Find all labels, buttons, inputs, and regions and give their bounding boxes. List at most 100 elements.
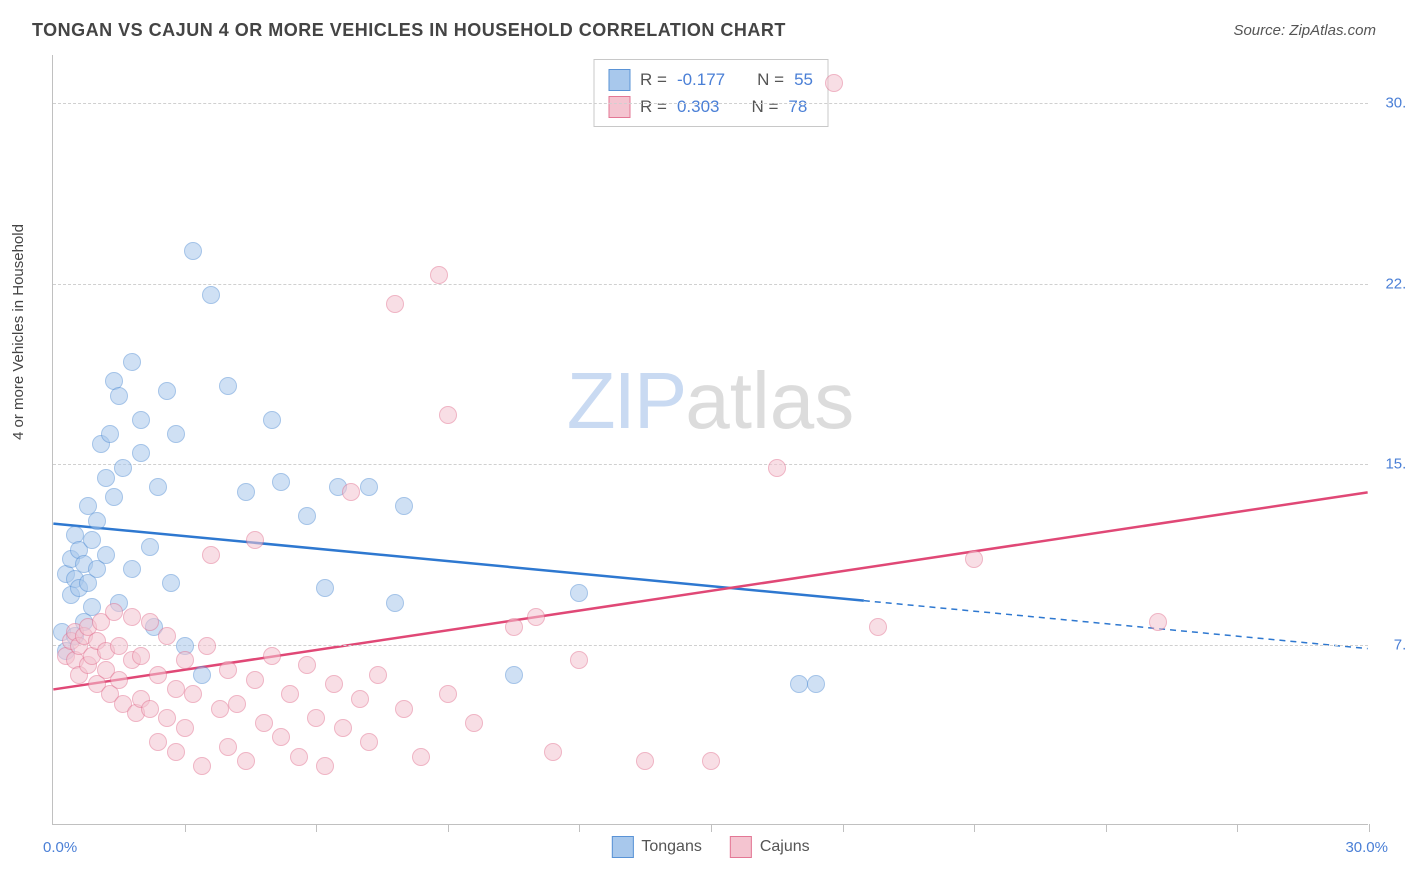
scatter-point xyxy=(149,733,167,751)
scatter-point xyxy=(141,613,159,631)
scatter-point xyxy=(386,594,404,612)
legend-r-label: R = xyxy=(640,66,667,93)
legend-swatch xyxy=(730,836,752,858)
legend-row: R =0.303N =78 xyxy=(608,93,813,120)
gridline xyxy=(53,645,1368,646)
legend-n-label: N = xyxy=(757,66,784,93)
scatter-point xyxy=(334,719,352,737)
legend-swatch xyxy=(608,69,630,91)
scatter-point xyxy=(158,382,176,400)
x-tick xyxy=(974,824,975,832)
scatter-point xyxy=(193,757,211,775)
scatter-point xyxy=(505,666,523,684)
scatter-point xyxy=(110,637,128,655)
scatter-point xyxy=(123,560,141,578)
x-tick xyxy=(185,824,186,832)
scatter-point xyxy=(123,608,141,626)
scatter-point xyxy=(101,425,119,443)
scatter-point xyxy=(316,579,334,597)
scatter-point xyxy=(807,675,825,693)
scatter-point xyxy=(219,661,237,679)
legend-item: Tongans xyxy=(611,836,702,858)
scatter-point xyxy=(825,74,843,92)
scatter-point xyxy=(184,685,202,703)
x-tick xyxy=(579,824,580,832)
gridline xyxy=(53,464,1368,465)
scatter-point xyxy=(290,748,308,766)
scatter-point xyxy=(149,666,167,684)
scatter-point xyxy=(198,637,216,655)
scatter-point xyxy=(219,738,237,756)
scatter-point xyxy=(193,666,211,684)
scatter-point xyxy=(325,675,343,693)
scatter-point xyxy=(395,497,413,515)
scatter-point xyxy=(395,700,413,718)
scatter-point xyxy=(149,478,167,496)
scatter-point xyxy=(298,656,316,674)
scatter-point xyxy=(184,242,202,260)
scatter-point xyxy=(123,353,141,371)
scatter-point xyxy=(167,425,185,443)
scatter-point xyxy=(351,690,369,708)
legend-r-label: R = xyxy=(640,93,667,120)
scatter-point xyxy=(316,757,334,775)
legend-swatch xyxy=(608,96,630,118)
y-tick-label: 30.0% xyxy=(1385,95,1406,112)
chart-plot-area: ZIPatlas R =-0.177N =55R =0.303N =78 0.0… xyxy=(52,55,1368,825)
scatter-point xyxy=(167,743,185,761)
y-tick-label: 15.0% xyxy=(1385,456,1406,473)
legend-label: Tongans xyxy=(641,838,702,856)
scatter-point xyxy=(246,531,264,549)
legend-swatch xyxy=(611,836,633,858)
trend-line-extrapolated xyxy=(864,601,1368,649)
legend-n-label: N = xyxy=(751,93,778,120)
legend-row: R =-0.177N =55 xyxy=(608,66,813,93)
legend-n-value: 78 xyxy=(788,93,807,120)
scatter-point xyxy=(965,550,983,568)
scatter-point xyxy=(176,719,194,737)
scatter-point xyxy=(132,411,150,429)
scatter-point xyxy=(439,406,457,424)
scatter-point xyxy=(1149,613,1167,631)
scatter-point xyxy=(158,709,176,727)
scatter-point xyxy=(281,685,299,703)
scatter-point xyxy=(790,675,808,693)
scatter-point xyxy=(369,666,387,684)
x-tick xyxy=(448,824,449,832)
scatter-point xyxy=(167,680,185,698)
scatter-point xyxy=(255,714,273,732)
scatter-point xyxy=(132,647,150,665)
scatter-point xyxy=(219,377,237,395)
series-legend: Tongans Cajuns xyxy=(611,836,809,858)
scatter-point xyxy=(298,507,316,525)
x-tick xyxy=(843,824,844,832)
scatter-point xyxy=(105,603,123,621)
scatter-point xyxy=(88,512,106,530)
source-attribution: Source: ZipAtlas.com xyxy=(1233,22,1376,39)
x-tick xyxy=(1106,824,1107,832)
scatter-point xyxy=(237,483,255,501)
x-axis-min-label: 0.0% xyxy=(43,839,77,856)
scatter-point xyxy=(202,546,220,564)
scatter-point xyxy=(110,387,128,405)
scatter-point xyxy=(544,743,562,761)
scatter-point xyxy=(141,538,159,556)
legend-label: Cajuns xyxy=(760,838,810,856)
scatter-point xyxy=(202,286,220,304)
scatter-point xyxy=(114,459,132,477)
scatter-point xyxy=(263,647,281,665)
scatter-point xyxy=(110,671,128,689)
scatter-point xyxy=(132,444,150,462)
scatter-point xyxy=(869,618,887,636)
y-axis-label: 4 or more Vehicles in Household xyxy=(10,224,27,440)
scatter-point xyxy=(211,700,229,718)
scatter-point xyxy=(570,584,588,602)
scatter-point xyxy=(386,295,404,313)
scatter-point xyxy=(465,714,483,732)
gridline xyxy=(53,103,1368,104)
scatter-point xyxy=(527,608,545,626)
chart-title: TONGAN VS CAJUN 4 OR MORE VEHICLES IN HO… xyxy=(32,20,786,41)
x-tick xyxy=(1369,824,1370,832)
scatter-point xyxy=(83,531,101,549)
scatter-point xyxy=(636,752,654,770)
